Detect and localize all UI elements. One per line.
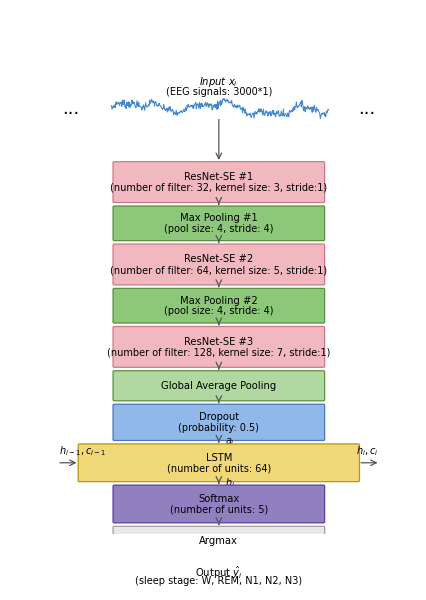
FancyBboxPatch shape <box>78 444 359 482</box>
Text: Input $x_i$: Input $x_i$ <box>199 75 238 89</box>
Text: (number of units: 64): (number of units: 64) <box>166 464 271 473</box>
Text: (number of filter: 32, kernel size: 3, stride:1): (number of filter: 32, kernel size: 3, s… <box>110 183 327 193</box>
FancyBboxPatch shape <box>113 404 324 440</box>
Text: $h_i$: $h_i$ <box>225 476 234 490</box>
Text: (number of filter: 128, kernel size: 7, stride:1): (number of filter: 128, kernel size: 7, … <box>107 347 330 358</box>
Text: ResNet-SE #3: ResNet-SE #3 <box>184 337 253 347</box>
Text: ...: ... <box>62 100 79 118</box>
FancyBboxPatch shape <box>113 485 324 523</box>
Text: ResNet-SE #2: ResNet-SE #2 <box>184 254 253 265</box>
Text: (pool size: 4, stride: 4): (pool size: 4, stride: 4) <box>164 224 273 234</box>
Text: Dropout: Dropout <box>199 412 238 422</box>
Text: Argmax: Argmax <box>199 536 238 545</box>
Text: ...: ... <box>358 100 375 118</box>
Text: ResNet-SE #1: ResNet-SE #1 <box>184 172 253 182</box>
Text: (probability: 0.5): (probability: 0.5) <box>178 423 259 433</box>
Text: LSTM: LSTM <box>205 453 231 463</box>
Text: $a_i$: $a_i$ <box>225 436 234 448</box>
Text: Max Pooling #1: Max Pooling #1 <box>179 213 257 223</box>
Text: Softmax: Softmax <box>198 494 239 504</box>
Text: $h_i, c_i$: $h_i, c_i$ <box>355 445 378 458</box>
FancyBboxPatch shape <box>113 371 324 401</box>
Text: (number of units: 5): (number of units: 5) <box>169 505 268 515</box>
Text: (number of filter: 64, kernel size: 5, stride:1): (number of filter: 64, kernel size: 5, s… <box>110 265 327 275</box>
Text: (EEG signals: 3000*1): (EEG signals: 3000*1) <box>165 88 271 97</box>
FancyBboxPatch shape <box>113 326 324 367</box>
Text: (sleep stage: W, REM, N1, N2, N3): (sleep stage: W, REM, N1, N2, N3) <box>135 576 302 586</box>
FancyBboxPatch shape <box>113 244 324 285</box>
Text: $h_{i-1}, c_{i-1}$: $h_{i-1}, c_{i-1}$ <box>59 445 106 458</box>
Text: Global Average Pooling: Global Average Pooling <box>161 381 276 391</box>
FancyBboxPatch shape <box>113 206 324 241</box>
Text: Output $\hat{y}_i$: Output $\hat{y}_i$ <box>194 565 242 581</box>
FancyBboxPatch shape <box>113 289 324 323</box>
Text: (pool size: 4, stride: 4): (pool size: 4, stride: 4) <box>164 307 273 316</box>
FancyBboxPatch shape <box>113 162 324 203</box>
FancyBboxPatch shape <box>113 526 324 555</box>
Text: Max Pooling #2: Max Pooling #2 <box>179 296 257 305</box>
